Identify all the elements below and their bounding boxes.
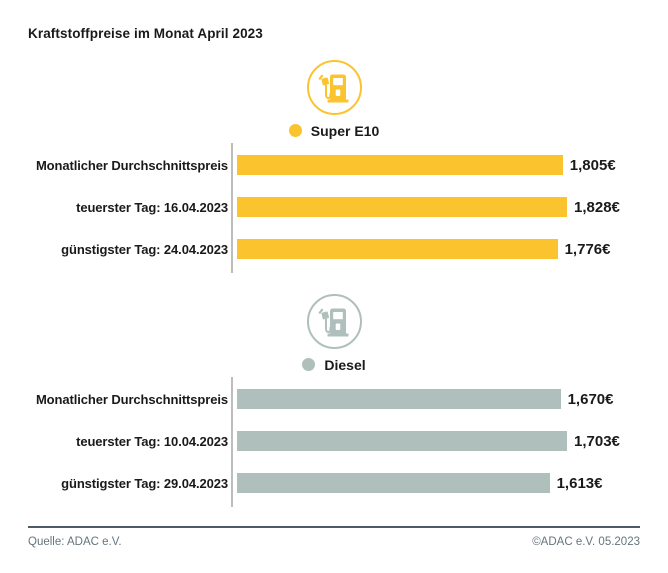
source-text: Quelle: ADAC e.V.	[28, 536, 122, 548]
legend-dot	[288, 124, 302, 137]
bar-row: günstigster Tag: 29.04.2023 1,613€	[0, 473, 668, 493]
bar	[237, 197, 567, 217]
bar	[237, 389, 561, 409]
legend-label: Super E10	[310, 122, 380, 139]
bar	[237, 155, 563, 175]
bar	[237, 431, 567, 451]
bar-value: 1,613€	[556, 474, 603, 492]
copyright-text: ©ADAC e.V. 05.2023	[532, 536, 640, 548]
bar-category-label: günstigster Tag: 24.04.2023	[61, 241, 228, 257]
bar-category-label: günstigster Tag: 29.04.2023	[61, 475, 228, 491]
bar-category-label: teuerster Tag: 16.04.2023	[76, 199, 228, 215]
bar-chart-diesel: Monatlicher Durchschnittspreis 1,670€ teue…	[0, 377, 668, 507]
bar-chart-super-e10: Monatlicher Durchschnittspreis 1,805€ teue…	[0, 143, 668, 273]
bar-category-label: Monatlicher Durchschnittspreis	[35, 391, 228, 407]
bar	[237, 239, 558, 259]
bar-value: 1,828€	[574, 198, 620, 216]
bar-row: teuerster Tag: 16.04.2023 1,828€	[0, 197, 668, 217]
legend-label: Diesel	[324, 356, 366, 373]
fuel-pump-badge	[306, 294, 362, 349]
axis-line	[231, 377, 233, 507]
bar-value: 1,670€	[567, 390, 614, 408]
legend: Super E10	[0, 122, 668, 139]
fuel-pump-icon	[318, 308, 349, 336]
bar-rows: Monatlicher Durchschnittspreis 1,670€ teue…	[0, 389, 668, 493]
bar-row: Monatlicher Durchschnittspreis 1,805€	[0, 155, 668, 175]
section-diesel: Diesel Monatlicher Durchschnittspreis 1,6…	[0, 294, 668, 507]
bar-category-label: teuerster Tag: 10.04.2023	[76, 433, 228, 449]
page-title: Kraftstoffpreise im Monat April 2023	[28, 26, 263, 41]
bar-row: teuerster Tag: 10.04.2023 1,703€	[0, 431, 668, 451]
axis-line	[231, 143, 233, 273]
bar-row: günstigster Tag: 24.04.2023 1,776€	[0, 239, 668, 259]
bar-rows: Monatlicher Durchschnittspreis 1,805€ teue…	[0, 155, 668, 259]
legend-dot	[302, 358, 316, 371]
bar-row: Monatlicher Durchschnittspreis 1,670€	[0, 389, 668, 409]
bar	[237, 473, 550, 493]
section-super-e10: Super E10 Monatlicher Durchschnittspreis…	[0, 60, 668, 273]
fuel-pump-badge	[306, 60, 362, 115]
bar-value: 1,805€	[569, 156, 616, 174]
fuel-pump-icon	[318, 74, 349, 102]
bar-value: 1,776€	[564, 240, 611, 258]
legend: Diesel	[0, 356, 668, 373]
bar-category-label: Monatlicher Durchschnittspreis	[35, 157, 228, 173]
footer: Quelle: ADAC e.V. ©ADAC e.V. 05.2023	[28, 526, 640, 548]
bar-value: 1,703€	[574, 432, 620, 450]
